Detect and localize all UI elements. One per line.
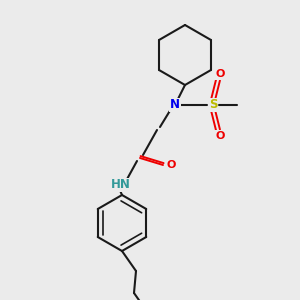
Text: O: O bbox=[215, 131, 225, 141]
Text: S: S bbox=[209, 98, 217, 112]
Text: O: O bbox=[215, 69, 225, 79]
Text: O: O bbox=[166, 160, 176, 170]
Text: HN: HN bbox=[111, 178, 131, 191]
Text: N: N bbox=[170, 98, 180, 112]
